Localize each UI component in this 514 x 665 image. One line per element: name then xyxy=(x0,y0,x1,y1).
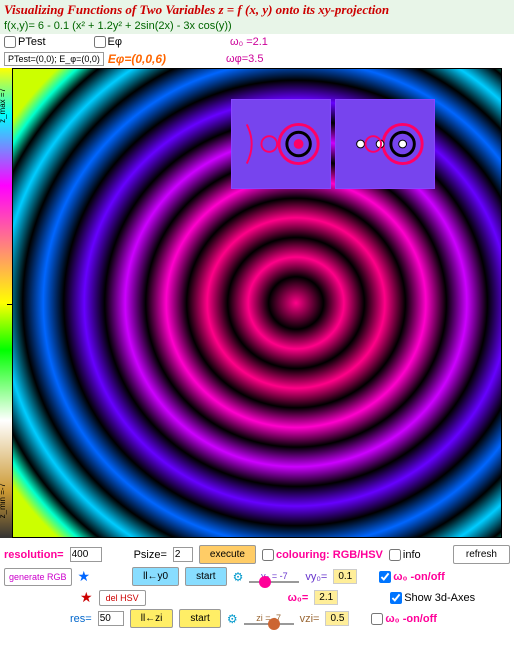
vzi-value[interactable]: 0.5 xyxy=(325,611,349,626)
omega-onoff-checkbox[interactable]: ω₀ -on/off xyxy=(379,571,445,583)
ptest-checkbox[interactable]: PTest xyxy=(4,36,46,48)
vy0-label: vy₀= xyxy=(305,571,327,583)
omega-onoff2-checkbox[interactable]: ω₀ -on/off xyxy=(371,613,437,625)
start-y0-button[interactable]: start xyxy=(185,567,226,586)
axis-tick xyxy=(7,304,13,305)
psize-input[interactable] xyxy=(173,547,193,562)
y0-slider[interactable] xyxy=(249,581,299,583)
generate-rgb-button[interactable]: generate RGB xyxy=(4,568,72,586)
inset-plot-2[interactable] xyxy=(335,99,435,189)
ll-y0-button[interactable]: ll←y0 xyxy=(132,567,179,586)
ephi-checkbox[interactable]: Eφ xyxy=(94,36,122,48)
star-red-icon: ★ xyxy=(80,589,93,606)
execute-button[interactable]: execute xyxy=(199,545,256,564)
vzi-label: vzi= xyxy=(300,613,320,625)
main-plot-canvas[interactable] xyxy=(12,68,502,538)
gear-icon-2[interactable]: ⚙ xyxy=(227,612,238,626)
resolution-label: resolution= xyxy=(4,549,64,561)
start-zi-button[interactable]: start xyxy=(179,609,220,628)
colorbar-min: z_min =-7 xyxy=(0,483,7,518)
res-input[interactable] xyxy=(98,611,124,626)
colorbar-max: z_max =7 xyxy=(0,88,7,123)
info-checkbox[interactable]: info xyxy=(389,549,421,561)
vy0-value[interactable]: 0.1 xyxy=(333,569,357,584)
omega-0-label: ω₀ =2.1 xyxy=(230,36,268,48)
omega0-value[interactable]: 2.1 xyxy=(314,590,338,605)
del-hsv-button[interactable]: del HSV xyxy=(99,590,146,606)
inset-plot-1[interactable] xyxy=(231,99,331,189)
formula-text: f(x,y)= 6 - 0.1 (x² + 1.2y² + 2sin(2x) -… xyxy=(4,20,510,32)
psize-label: Psize= xyxy=(134,549,167,561)
page-title: Visualizing Functions of Two Variables z… xyxy=(4,2,510,18)
res-label: res= xyxy=(70,613,92,625)
zi-slider[interactable] xyxy=(244,623,294,625)
refresh-button[interactable]: refresh xyxy=(453,545,510,564)
omega0-label: ω₀= xyxy=(288,592,309,604)
gear-icon[interactable]: ⚙ xyxy=(233,570,244,584)
show-3d-checkbox[interactable]: Show 3d-Axes xyxy=(390,592,475,604)
ephi-value: Eφ=(0,0,6) xyxy=(108,52,166,66)
controls-panel: resolution= Psize= execute colouring: RG… xyxy=(0,538,514,635)
color-scale-bar: z_max =7 z_min =-7 xyxy=(0,68,12,538)
star-icon: ★ xyxy=(78,568,91,585)
colouring-checkbox[interactable]: colouring: RGB/HSV xyxy=(262,549,383,561)
omega-phi-label: ωφ=3.5 xyxy=(226,53,263,65)
resolution-input[interactable] xyxy=(70,547,102,562)
ptest-reset-button[interactable]: PTest=(0,0); E_φ=(0,0) xyxy=(4,52,104,66)
ll-zi-button[interactable]: ll←zi xyxy=(130,609,174,628)
